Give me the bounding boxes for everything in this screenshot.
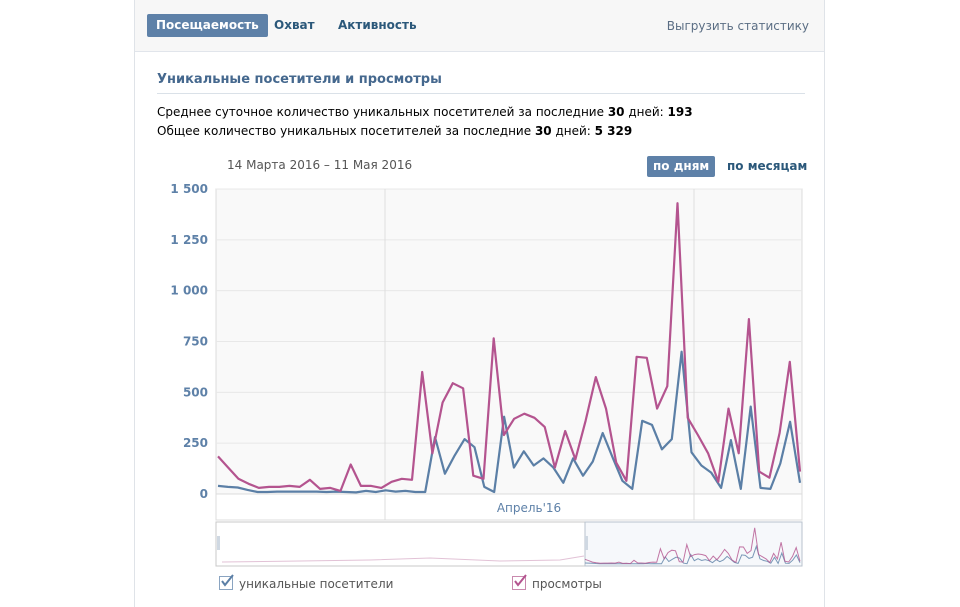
tab-activity[interactable]: Активность — [338, 18, 417, 32]
avg-mid: дней: — [624, 105, 668, 119]
total-mid: дней: — [551, 124, 595, 138]
navigator-handle-left — [217, 536, 220, 550]
legend-views-label: просмотры — [532, 577, 602, 591]
navigator-handle-right — [585, 536, 588, 550]
y-tick-label: 250 — [183, 436, 208, 450]
total-visitors-line: Общее количество уникальных посетителей … — [157, 124, 632, 138]
x-tick-label: Апрель'16 — [497, 501, 561, 515]
x-axis-strip — [215, 493, 803, 521]
avg-prefix: Среднее суточное количество уникальных п… — [157, 105, 608, 119]
total-days: 30 — [534, 124, 552, 138]
y-tick-label: 750 — [183, 335, 208, 349]
legend-visitors[interactable]: уникальные посетители — [219, 574, 394, 591]
avg-visitors-line: Среднее суточное количество уникальных п… — [157, 105, 693, 119]
y-tick-label: 1 500 — [170, 182, 208, 196]
navigator-line-views — [584, 527, 801, 565]
series-line-visitors — [217, 350, 802, 494]
y-tick-label: 1 000 — [170, 284, 208, 298]
views-checkbox[interactable] — [512, 574, 527, 590]
avg-days: 30 — [607, 105, 625, 119]
navigator-line-visitors — [584, 544, 801, 565]
period-by-days-button[interactable]: по дням — [647, 156, 716, 177]
navigator-history-line — [221, 555, 585, 563]
tab-reach[interactable]: Охват — [274, 18, 315, 32]
avg-value: 193 — [667, 105, 693, 119]
total-value: 5 329 — [594, 124, 633, 138]
export-stats-link[interactable]: Выгрузить статистику — [666, 19, 809, 33]
date-range: 14 Марта 2016 – 11 Мая 2016 — [227, 158, 413, 172]
tab-attendance[interactable]: Посещаемость — [147, 14, 268, 37]
section-title: Уникальные посетители и просмотры — [157, 72, 805, 94]
visitors-checkbox[interactable] — [219, 574, 234, 590]
period-by-months-button[interactable]: по месяцам — [727, 159, 808, 173]
tab-bar: Посещаемость Охват Активность Выгрузить … — [135, 0, 824, 52]
legend-views[interactable]: просмотры — [512, 574, 602, 591]
total-prefix: Общее количество уникальных посетителей … — [157, 124, 535, 138]
y-tick-label: 0 — [200, 487, 208, 501]
y-tick-label: 500 — [183, 385, 208, 399]
y-tick-label: 1 250 — [170, 233, 208, 247]
legend-visitors-label: уникальные посетители — [239, 577, 394, 591]
series-line-views — [217, 202, 802, 492]
